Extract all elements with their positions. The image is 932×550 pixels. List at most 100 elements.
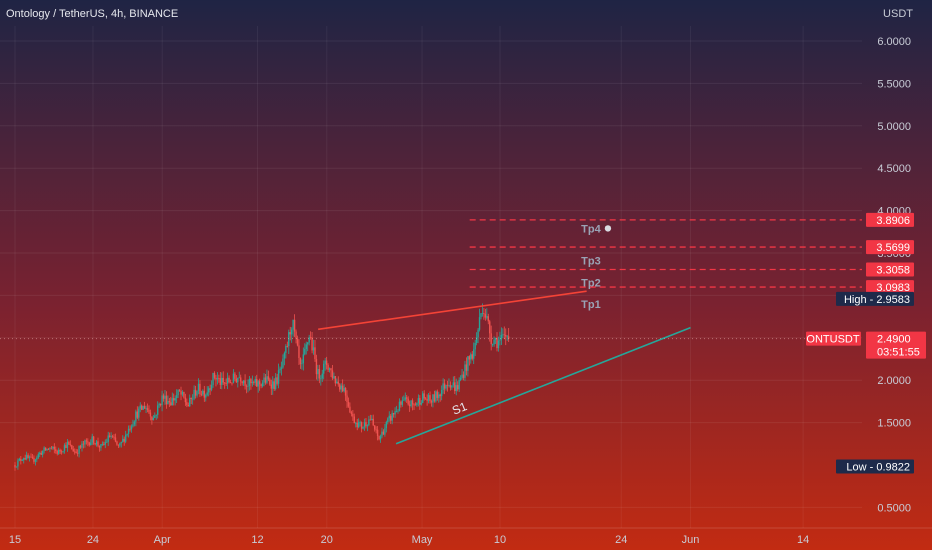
candle — [394, 407, 396, 418]
candle — [18, 457, 21, 462]
candle-body — [325, 360, 328, 366]
candle-body — [162, 395, 165, 399]
candle — [191, 394, 194, 405]
candle-body — [288, 332, 290, 347]
time-tick-label: 14 — [797, 534, 809, 546]
candle — [81, 441, 83, 452]
candle-body — [113, 436, 115, 438]
candle — [79, 444, 82, 449]
candle-body — [27, 455, 29, 458]
candle-body — [413, 404, 415, 406]
candle — [397, 409, 399, 414]
candle-body — [506, 336, 508, 338]
candle-body — [155, 414, 157, 416]
candle — [475, 332, 478, 346]
candle-body — [88, 442, 90, 446]
candle-body — [114, 437, 117, 442]
candle — [456, 381, 459, 392]
candle-body — [343, 387, 345, 392]
candle — [420, 400, 422, 406]
candle-body — [308, 337, 310, 343]
candle — [34, 458, 37, 466]
candle-body — [502, 334, 504, 336]
candle-body — [122, 438, 124, 442]
candle-body — [59, 449, 61, 452]
candle-body — [420, 402, 422, 405]
candle — [401, 396, 404, 407]
candle — [459, 375, 462, 382]
support-trendline[interactable] — [395, 326, 691, 445]
candle-body — [130, 426, 133, 430]
candle-body — [311, 337, 313, 351]
candle-body — [505, 334, 507, 337]
candle-body — [151, 416, 153, 421]
candle — [122, 435, 124, 443]
candle-body — [298, 345, 300, 359]
candle — [381, 427, 383, 439]
countdown-text: 03:51:55 — [877, 347, 920, 359]
candle-body — [65, 445, 67, 448]
candle-body — [355, 422, 357, 424]
price-tag-box — [866, 262, 914, 277]
candle — [416, 402, 418, 407]
candle — [371, 415, 373, 421]
candle — [494, 337, 497, 344]
candle-body — [159, 403, 162, 406]
candle-body — [401, 400, 404, 405]
candle — [215, 374, 217, 387]
candle — [480, 312, 482, 320]
candle-body — [108, 435, 111, 437]
candle-body — [174, 398, 176, 401]
candle-body — [312, 347, 315, 351]
candle-body — [226, 377, 229, 384]
candle — [59, 448, 61, 455]
candle — [44, 447, 47, 451]
candle-body — [28, 456, 31, 458]
candle — [378, 435, 380, 441]
candle — [395, 405, 398, 413]
candle-body — [448, 385, 450, 386]
chart-title: Ontology / TetherUS, 4h, BINANCE — [6, 8, 178, 20]
candle — [209, 384, 211, 395]
resistance-trendline[interactable] — [318, 290, 587, 331]
candle — [133, 420, 136, 427]
candle — [443, 379, 446, 395]
candle-body — [336, 381, 338, 384]
candle-body — [315, 359, 318, 375]
candle — [448, 378, 450, 388]
candle — [205, 393, 207, 402]
candle — [136, 406, 139, 420]
candle-body — [53, 446, 56, 450]
candle-body — [62, 450, 64, 452]
candle-body — [129, 428, 131, 430]
candle — [107, 431, 109, 446]
candle-body — [81, 443, 83, 448]
price-labels: 3.0983 3.3058 3.5699 3.8906 High - 2.9583 Low… — [806, 212, 926, 474]
candle — [442, 378, 444, 394]
candle — [110, 432, 112, 440]
candle-body — [468, 356, 471, 360]
candle — [352, 410, 354, 421]
candle — [247, 379, 249, 393]
candle-body — [119, 443, 121, 446]
candle — [20, 455, 22, 465]
candle-body — [47, 448, 50, 450]
candle-body — [194, 389, 197, 396]
candle — [152, 414, 155, 421]
candle-body — [138, 408, 140, 418]
time-tick-label: 15 — [9, 534, 21, 546]
candle-body — [215, 377, 217, 380]
price-tick-label: 5.5000 — [877, 78, 911, 90]
candle — [85, 438, 88, 445]
candle-body — [76, 452, 79, 454]
candle — [213, 371, 216, 380]
candle — [52, 446, 54, 450]
candle — [334, 376, 337, 387]
time-axis[interactable]: 15 24 Apr 12 20 May 10 24 Jun 14 — [9, 534, 809, 546]
candle — [189, 394, 191, 407]
target-price-tag: 3.0983 — [866, 280, 914, 295]
candle-body — [436, 391, 439, 398]
candle — [130, 424, 133, 433]
